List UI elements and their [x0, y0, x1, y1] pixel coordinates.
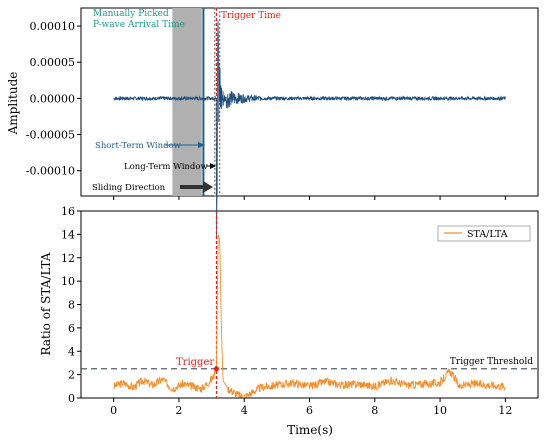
- trigger-label: Trigger: [176, 357, 214, 368]
- x-axis-label: Time(s): [287, 423, 333, 437]
- bottom-x-tick-label: 0: [110, 404, 117, 417]
- bottom-annotations: Trigger Trigger Threshold: [176, 357, 533, 368]
- short-term-arrowhead: [198, 142, 205, 148]
- sliding-direction-arrowhead: [203, 181, 213, 193]
- trigger-time-label: Trigger Time: [221, 11, 281, 21]
- short-term-window-label: Short-Term Window: [95, 141, 182, 151]
- manual-pick-label-line2: P-wave Arrival Time: [93, 20, 185, 30]
- bottom-y-tick-label: 14: [61, 228, 75, 241]
- bottom-y-tick-label: 2: [68, 369, 75, 382]
- bottom-x-tick-label: 2: [175, 404, 182, 417]
- trigger-threshold-label: Trigger Threshold: [450, 357, 533, 367]
- sta-lta-line: [113, 234, 506, 398]
- top-y-tick-label: 0.00000: [30, 92, 76, 105]
- bottom-x-tick-label: 10: [433, 404, 447, 417]
- top-y-tick-label: 0.00010: [30, 20, 76, 33]
- bottom-y-tick-label: 16: [61, 205, 75, 218]
- top-y-ticks: 0.00010 0.00005 0.00000 -0.00005 -0.00010: [26, 20, 506, 200]
- seismogram-series: [113, 20, 506, 237]
- bottom-x-tick-label: 12: [498, 404, 512, 417]
- bottom-y-tick-label: 12: [61, 252, 75, 265]
- bottom-x-tick-label: 6: [306, 404, 313, 417]
- top-y-tick-label: -0.00010: [26, 165, 75, 178]
- bottom-y-tick-label: 4: [68, 345, 75, 358]
- bottom-x-tick-label: 8: [371, 404, 378, 417]
- bottom-y-tick-label: 8: [68, 299, 75, 312]
- top-overlay: [172, 7, 221, 197]
- long-term-window-label: Long-Term Window: [124, 162, 208, 172]
- top-y-tick-label: 0.00005: [30, 56, 76, 69]
- bottom-y-tick-label: 10: [61, 275, 75, 288]
- bottom-y-tick-label: 6: [68, 322, 75, 335]
- long-term-window-box: [172, 8, 202, 196]
- top-annotations: Manually Picked P-wave Arrival Time Trig…: [92, 9, 281, 193]
- top-y-tick-label: -0.00005: [26, 129, 75, 142]
- bottom-y-tick-label: 0: [68, 392, 75, 405]
- legend-label-sta-lta: STA/LTA: [467, 229, 508, 240]
- bottom-y-axis-label: Ratio of STA/LTA: [39, 252, 53, 355]
- seismogram-line: [113, 20, 506, 237]
- sta-lta-series: [113, 234, 506, 398]
- sliding-direction-label: Sliding Direction: [92, 183, 166, 193]
- trigger-point: [213, 366, 219, 372]
- legend: STA/LTA: [437, 225, 531, 242]
- bottom-ticks: 0 2 4 6 8 10 12 14 16 0 2 4 6 8 10 12: [61, 205, 512, 417]
- long-term-arrowhead: [210, 163, 216, 169]
- bottom-x-tick-label: 4: [241, 404, 248, 417]
- annotation-arrows: [165, 142, 216, 193]
- legend-box: [437, 225, 531, 242]
- manual-pick-label-line1: Manually Picked: [93, 9, 169, 19]
- top-y-axis-label: Amplitude: [6, 72, 20, 136]
